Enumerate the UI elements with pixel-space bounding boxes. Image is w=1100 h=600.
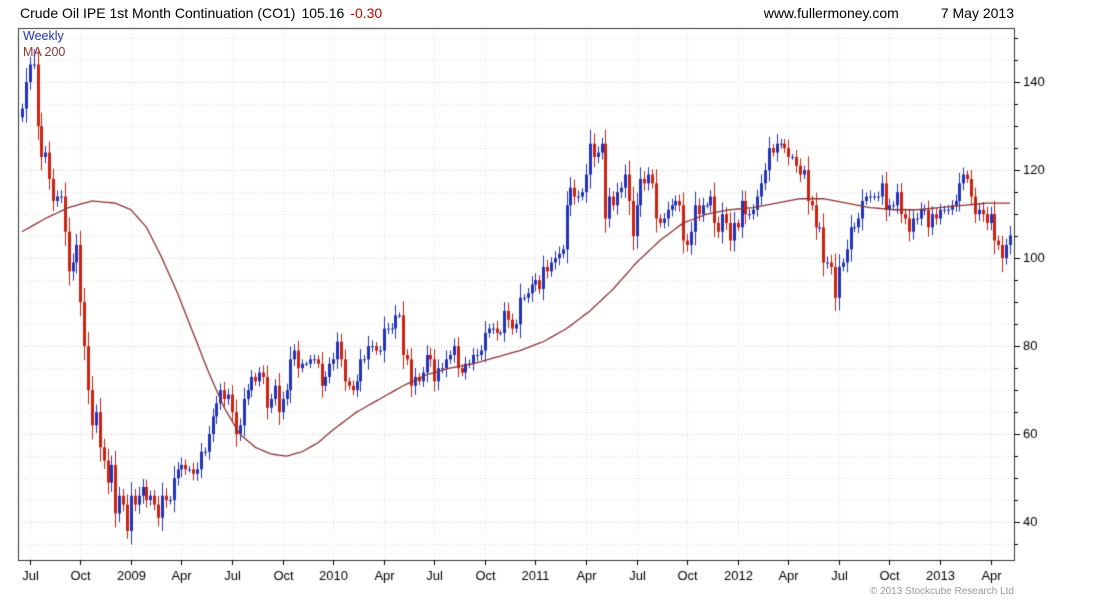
last-price: 105.16 xyxy=(301,5,345,21)
website-label: www.fullermoney.com xyxy=(763,5,899,21)
price-chart-canvas xyxy=(0,26,1100,600)
legend-weekly-label: Weekly xyxy=(23,29,64,43)
chart-title: Crude Oil IPE 1st Month Continuation (CO… xyxy=(20,5,296,21)
price-change: -0.30 xyxy=(350,5,383,21)
copyright-notice: © 2013 Stockcube Research Ltd xyxy=(869,586,1014,597)
chart-header-right: www.fullermoney.com 7 May 2013 xyxy=(764,5,1014,21)
chart-title-group: Crude Oil IPE 1st Month Continuation (CO… xyxy=(20,5,382,21)
chart-header: Crude Oil IPE 1st Month Continuation (CO… xyxy=(0,0,1100,26)
date-label: 7 May 2013 xyxy=(940,5,1014,21)
legend-ma200-label: MA 200 xyxy=(23,45,66,59)
